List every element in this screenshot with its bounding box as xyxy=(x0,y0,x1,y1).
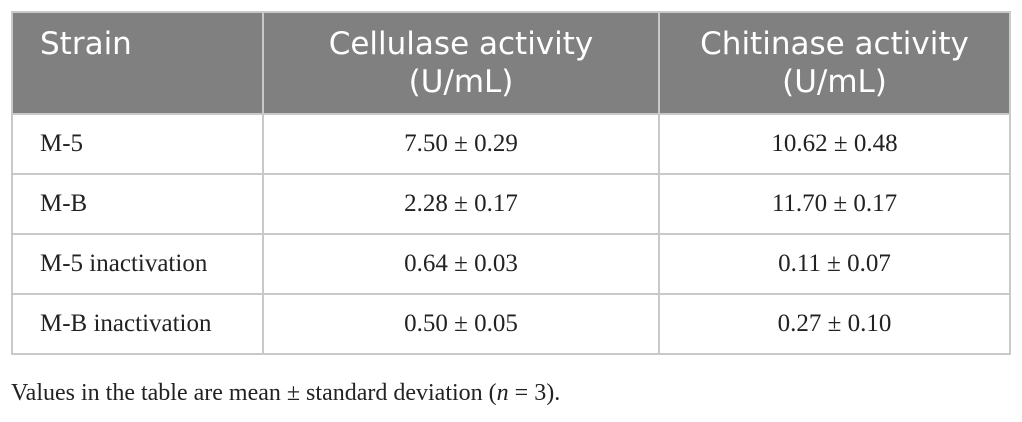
cell-chitinase: 0.27 ± 0.10 xyxy=(658,293,1011,355)
table-row: M-B 2.28 ± 0.17 11.70 ± 0.17 xyxy=(11,173,1011,235)
cell-strain: M-5 xyxy=(11,113,264,175)
header-strain: Strain xyxy=(11,11,264,115)
cell-chitinase: 10.62 ± 0.48 xyxy=(658,113,1011,175)
cell-chitinase: 0.11 ± 0.07 xyxy=(658,233,1011,295)
enzyme-activity-table: Strain Cellulase activity (U/mL) Chitina… xyxy=(11,11,1011,355)
header-chitinase-line2: (U/mL) xyxy=(782,64,887,100)
cell-strain: M-5 inactivation xyxy=(11,233,264,295)
cell-cellulase: 0.50 ± 0.05 xyxy=(262,293,660,355)
cell-cellulase: 0.64 ± 0.03 xyxy=(262,233,660,295)
header-cellulase-activity: Cellulase activity (U/mL) xyxy=(262,11,660,115)
table-header-row: Strain Cellulase activity (U/mL) Chitina… xyxy=(11,11,1011,115)
activity-table-container: Strain Cellulase activity (U/mL) Chitina… xyxy=(11,11,1011,355)
table-row: M-5 7.50 ± 0.29 10.62 ± 0.48 xyxy=(11,113,1011,175)
cell-cellulase: 2.28 ± 0.17 xyxy=(262,173,660,235)
header-strain-label: Strain xyxy=(40,26,132,62)
footnote-suffix: = 3). xyxy=(508,380,561,406)
header-chitinase-line1: Chitinase activity xyxy=(700,26,969,62)
cell-strain: M-B inactivation xyxy=(11,293,264,355)
header-cellulase-line1: Cellulase activity xyxy=(328,26,594,62)
table-row: M-B inactivation 0.50 ± 0.05 0.27 ± 0.10 xyxy=(11,293,1011,355)
footnote-prefix: Values in the table are mean ± standard … xyxy=(11,380,497,406)
header-chitinase-activity: Chitinase activity (U/mL) xyxy=(658,11,1011,115)
table-row: M-5 inactivation 0.64 ± 0.03 0.11 ± 0.07 xyxy=(11,233,1011,295)
cell-strain: M-B xyxy=(11,173,264,235)
header-cellulase-line2: (U/mL) xyxy=(408,64,514,100)
table-footnote: Values in the table are mean ± standard … xyxy=(11,380,560,407)
footnote-n-symbol: n xyxy=(496,380,509,406)
cell-cellulase: 7.50 ± 0.29 xyxy=(262,113,660,175)
cell-chitinase: 11.70 ± 0.17 xyxy=(658,173,1011,235)
